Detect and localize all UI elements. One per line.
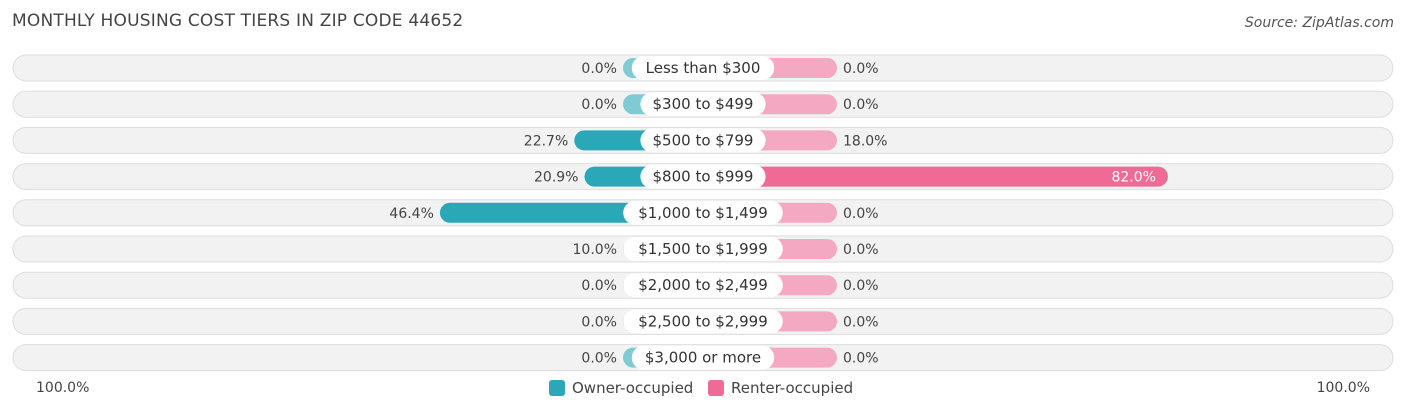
category-pill	[623, 200, 783, 225]
owner-value-label: 0.0%	[581, 314, 617, 330]
category-pill	[640, 128, 766, 153]
category-pill	[640, 92, 766, 117]
legend-label-owner: Owner-occupied	[572, 379, 694, 397]
renter-value-label: 0.0%	[843, 61, 879, 77]
renter-value-label: 0.0%	[843, 314, 879, 330]
renter-value-label: 0.0%	[843, 206, 879, 222]
category-label: $300 to $499	[653, 95, 754, 113]
chart-svg: 0.0% 0.0% Less than $300 0.0% 0.0% $300 to $4…	[12, 54, 1394, 372]
category-label: $2,000 to $2,499	[638, 276, 768, 294]
legend-item-renter: Renter-occupied	[708, 379, 853, 397]
renter-value-label: 0.0%	[843, 242, 879, 258]
owner-value-label: 22.7%	[524, 133, 568, 149]
owner-value-label: 10.0%	[573, 242, 617, 258]
category-pill	[640, 164, 766, 189]
renter-bar	[703, 166, 1168, 187]
legend-item-owner: Owner-occupied	[549, 379, 693, 397]
source-credit: Source: ZipAtlas.com	[1244, 15, 1394, 31]
chart-title: MONTHLY HOUSING COST TIERS IN ZIP CODE 4…	[12, 11, 464, 31]
owner-value-label: 0.0%	[581, 278, 617, 294]
category-pill	[631, 345, 775, 370]
category-pill	[623, 309, 783, 334]
legend-swatch-renter	[708, 380, 724, 396]
renter-value-label: 82.0%	[1111, 170, 1155, 186]
category-pill	[623, 237, 783, 261]
category-label: $2,500 to $2,999	[638, 312, 768, 330]
legend-label-renter: Renter-occupied	[731, 379, 854, 397]
owner-value-label: 46.4%	[389, 206, 433, 222]
owner-value-label: 0.0%	[581, 97, 617, 113]
owner-value-label: 0.0%	[581, 351, 617, 367]
renter-value-label: 0.0%	[843, 351, 879, 367]
axis-right-label: 100.0%	[1316, 380, 1370, 396]
axis-left-label: 100.0%	[36, 380, 90, 396]
renter-value-label: 0.0%	[843, 278, 879, 294]
category-label: $3,000 or more	[645, 349, 761, 367]
category-label: $800 to $999	[653, 168, 754, 186]
legend: Owner-occupied Renter-occupied	[0, 379, 1406, 399]
renter-value-label: 18.0%	[843, 133, 887, 149]
owner-value-label: 0.0%	[581, 61, 617, 77]
category-label: $1,500 to $1,999	[638, 240, 768, 258]
category-label: Less than $300	[646, 59, 761, 77]
category-pill	[631, 56, 775, 80]
legend-swatch-owner	[549, 380, 565, 396]
owner-value-label: 20.9%	[534, 170, 578, 186]
category-label: $500 to $799	[653, 131, 754, 149]
category-pill	[623, 273, 783, 298]
category-label: $1,000 to $1,499	[638, 204, 768, 222]
renter-value-label: 0.0%	[843, 97, 879, 113]
